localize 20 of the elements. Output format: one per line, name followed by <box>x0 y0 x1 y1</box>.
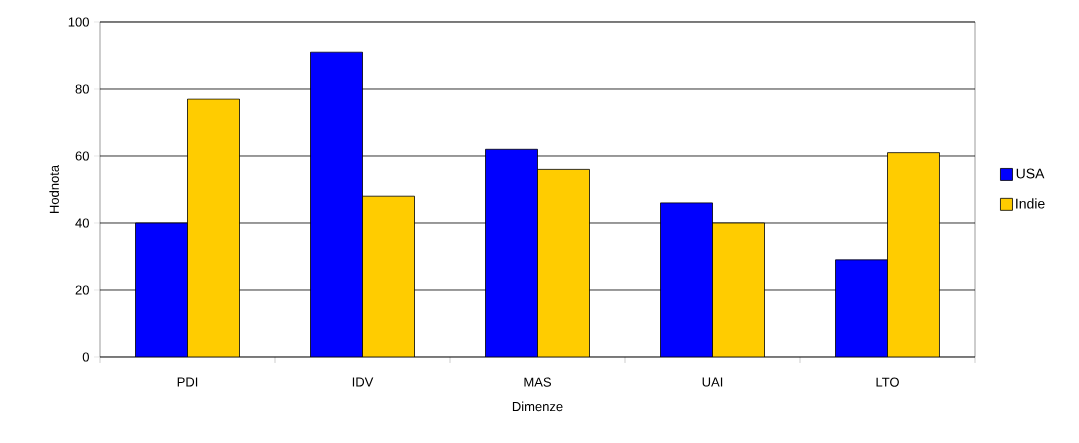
x-tick-label: MAS <box>524 377 551 387</box>
y-tick-label: 0 <box>82 352 89 362</box>
x-axis-title: Dimenze <box>512 401 563 412</box>
y-tick-label: 80 <box>75 84 89 94</box>
bar <box>187 98 240 357</box>
legend-label: Indie <box>1016 198 1045 209</box>
y-tick-label: 20 <box>75 285 89 295</box>
bar <box>362 195 415 357</box>
legend-label: USA <box>1016 168 1045 179</box>
y-tick-label: 60 <box>75 151 89 161</box>
x-tick-label: LTO <box>876 377 899 387</box>
y-tick-label: 100 <box>68 17 89 27</box>
x-tick-label: IDV <box>352 377 374 387</box>
y-axis-title: Hodnota <box>49 164 59 213</box>
bar <box>887 152 940 357</box>
x-tick-label: UAI <box>702 377 723 387</box>
x-tick-label: PDI <box>177 377 198 387</box>
bar <box>712 222 765 357</box>
y-tick-label: 40 <box>75 218 89 228</box>
bar <box>537 168 590 357</box>
